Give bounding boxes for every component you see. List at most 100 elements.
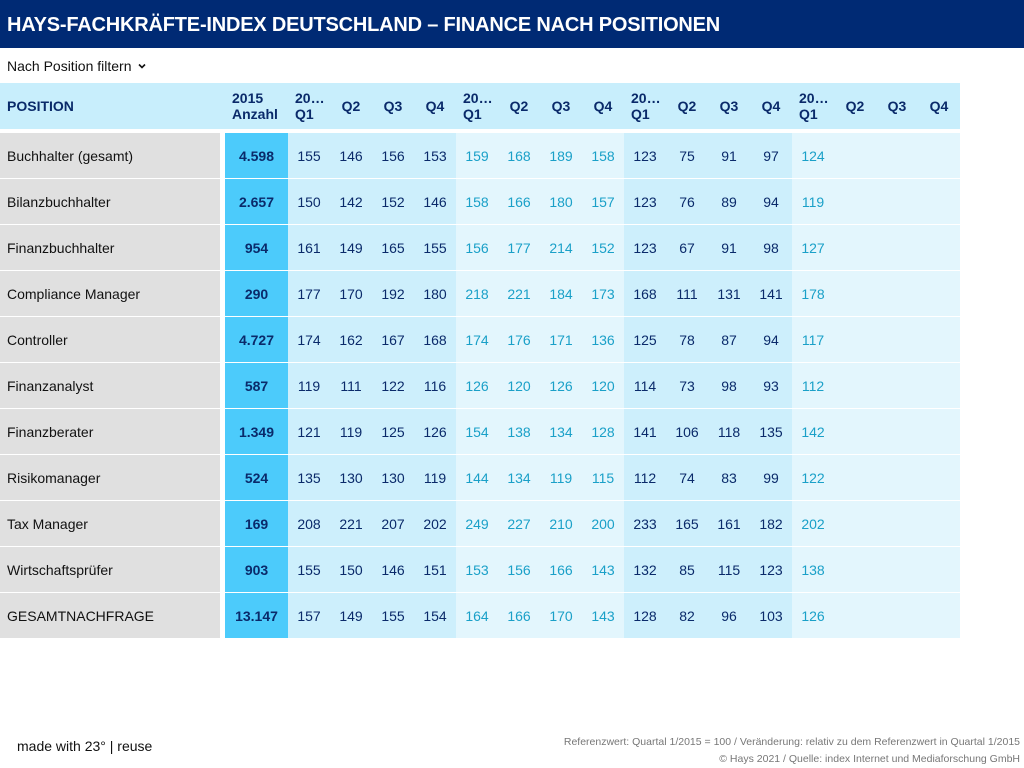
row-index-value: 123 xyxy=(750,547,792,593)
chevron-down-icon xyxy=(137,63,146,69)
row-index-value: 123 xyxy=(624,225,666,271)
row-index-value: 167 xyxy=(372,317,414,363)
header-reference: 2015 Anzahl xyxy=(225,83,288,129)
row-index-value: 122 xyxy=(792,455,834,501)
row-reference-count: 1.349 xyxy=(225,409,288,455)
row-index-value xyxy=(918,133,960,179)
row-index-value: 202 xyxy=(792,501,834,547)
header-quarter: Q3 xyxy=(551,98,571,114)
row-index-value: 155 xyxy=(288,547,330,593)
row-index-value: 134 xyxy=(498,455,540,501)
row-index-value: 182 xyxy=(750,501,792,547)
row-index-value: 123 xyxy=(624,133,666,179)
row-index-value: 125 xyxy=(372,409,414,455)
row-index-value: 93 xyxy=(750,363,792,409)
row-position-name: Controller xyxy=(0,317,220,363)
row-index-value: 207 xyxy=(372,501,414,547)
row-index-value: 73 xyxy=(666,363,708,409)
table-row: Controller 4.727 174 162 167 168 174 176 171 136 1… xyxy=(0,317,960,363)
row-index-value: 249 xyxy=(456,501,498,547)
header-quarter: Q3 xyxy=(887,98,907,114)
page-title: HAYS-FACHKRÄFTE-INDEX DEUTSCHLAND – FINA… xyxy=(0,0,1024,48)
row-index-value: 149 xyxy=(330,225,372,271)
row-index-value: 134 xyxy=(540,409,582,455)
table-body: Buchhalter (gesamt) 4.598 155 146 156 153 159 1… xyxy=(0,133,960,639)
row-index-value xyxy=(834,225,876,271)
row-index-value: 227 xyxy=(498,501,540,547)
row-index-value: 126 xyxy=(792,593,834,639)
row-index-value: 99 xyxy=(750,455,792,501)
row-index-value: 146 xyxy=(372,547,414,593)
row-index-value: 180 xyxy=(540,179,582,225)
row-index-value: 112 xyxy=(624,455,666,501)
row-reference-count: 954 xyxy=(225,225,288,271)
row-index-value xyxy=(834,317,876,363)
row-reference-count: 587 xyxy=(225,363,288,409)
row-index-value: 142 xyxy=(330,179,372,225)
row-reference-count: 13.147 xyxy=(225,593,288,639)
row-index-value: 155 xyxy=(372,593,414,639)
row-index-value xyxy=(876,363,918,409)
row-position-name: Finanzanalyst xyxy=(0,363,220,409)
row-position-name: Finanzbuchhalter xyxy=(0,225,220,271)
row-index-value xyxy=(834,501,876,547)
row-index-value: 174 xyxy=(288,317,330,363)
row-reference-count: 4.598 xyxy=(225,133,288,179)
row-index-value: 115 xyxy=(708,547,750,593)
made-with-link[interactable]: made with 23° | reuse xyxy=(17,738,153,754)
row-index-value: 74 xyxy=(666,455,708,501)
header-quarter: Q2 xyxy=(509,98,529,114)
row-index-value: 168 xyxy=(498,133,540,179)
row-index-value xyxy=(876,225,918,271)
row-index-value: 146 xyxy=(414,179,456,225)
row-index-value: 176 xyxy=(498,317,540,363)
row-index-value: 120 xyxy=(498,363,540,409)
table-row: Wirtschaftsprüfer 903 155 150 146 151 153 156 16… xyxy=(0,547,960,593)
row-index-value: 98 xyxy=(750,225,792,271)
header-quarter: Q3 xyxy=(383,98,403,114)
row-index-value: 126 xyxy=(414,409,456,455)
row-index-value: 143 xyxy=(582,593,624,639)
row-index-value: 154 xyxy=(414,593,456,639)
row-index-value xyxy=(876,317,918,363)
row-position-name: Wirtschaftsprüfer xyxy=(0,547,220,593)
row-index-value: 106 xyxy=(666,409,708,455)
row-index-value: 189 xyxy=(540,133,582,179)
table-row: Tax Manager 169 208 221 207 202 249 227 210 200 23… xyxy=(0,501,960,547)
position-filter-dropdown[interactable]: Nach Position filtern xyxy=(7,58,146,74)
row-index-value: 166 xyxy=(540,547,582,593)
row-index-value: 156 xyxy=(498,547,540,593)
row-index-value xyxy=(918,317,960,363)
row-reference-count: 290 xyxy=(225,271,288,317)
table-row: Compliance Manager 290 177 170 192 180 218 221 1… xyxy=(0,271,960,317)
row-index-value: 141 xyxy=(750,271,792,317)
row-index-value: 128 xyxy=(624,593,666,639)
row-index-value: 156 xyxy=(456,225,498,271)
row-index-value: 200 xyxy=(582,501,624,547)
row-index-value xyxy=(918,179,960,225)
row-index-value: 89 xyxy=(708,179,750,225)
row-index-value: 116 xyxy=(414,363,456,409)
row-index-value: 157 xyxy=(288,593,330,639)
row-index-value: 120 xyxy=(582,363,624,409)
header-quarter: 20… Q1 xyxy=(799,90,829,122)
row-index-value: 85 xyxy=(666,547,708,593)
header-quarter: Q2 xyxy=(845,98,865,114)
row-index-value: 157 xyxy=(582,179,624,225)
row-index-value: 119 xyxy=(414,455,456,501)
row-reference-count: 4.727 xyxy=(225,317,288,363)
row-index-value: 161 xyxy=(288,225,330,271)
row-index-value: 221 xyxy=(330,501,372,547)
table-header: POSITION 2015 Anzahl 20… Q1 Q2 Q3 Q4 20… Q1 Q2 Q3… xyxy=(0,83,960,129)
row-index-value: 168 xyxy=(624,271,666,317)
row-index-value: 91 xyxy=(708,225,750,271)
row-index-value xyxy=(918,225,960,271)
row-index-value: 128 xyxy=(582,409,624,455)
row-index-value: 221 xyxy=(498,271,540,317)
row-index-value: 161 xyxy=(708,501,750,547)
table-row: Buchhalter (gesamt) 4.598 155 146 156 153 159 1… xyxy=(0,133,960,179)
row-index-value: 166 xyxy=(498,593,540,639)
row-index-value: 87 xyxy=(708,317,750,363)
table-row: Finanzbuchhalter 954 161 149 165 155 156 177 214… xyxy=(0,225,960,271)
row-index-value: 159 xyxy=(456,133,498,179)
